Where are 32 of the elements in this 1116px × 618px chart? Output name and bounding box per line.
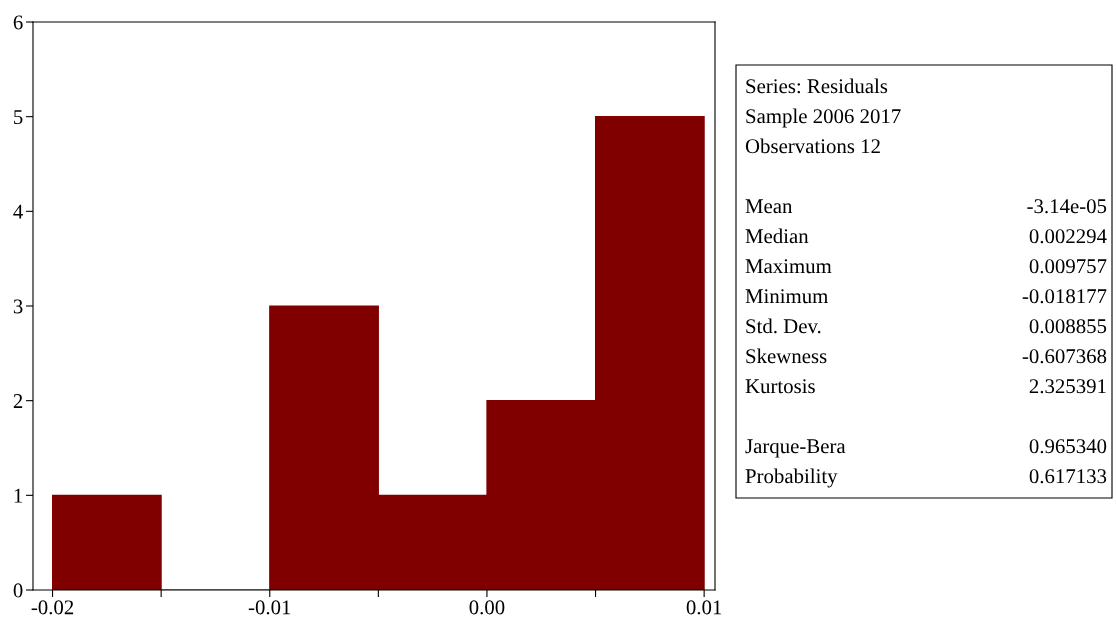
x-tick-label: 0.00 [469, 600, 505, 615]
text: 0.002294 [1029, 229, 1107, 244]
text: -0.018177 [1022, 289, 1107, 304]
text: Median [745, 228, 809, 244]
text: 0.009757 [1029, 259, 1107, 274]
text: Probability [745, 468, 838, 488]
text: Mean [745, 199, 793, 214]
text: -0.607368 [1022, 349, 1107, 364]
text: Sample 2006 2017 [746, 108, 901, 128]
y-tick-label: 2 [13, 394, 23, 408]
x-tick-label: 0.01 [686, 600, 722, 615]
text: Skewness [746, 348, 827, 364]
y-tick-label: 4 [13, 204, 23, 219]
text: Maximum [745, 259, 832, 274]
x-tick-label: -0.01 [248, 600, 291, 615]
text: Minimum [745, 289, 829, 304]
y-tick-label: 5 [14, 110, 23, 125]
text: Kurtosis [745, 379, 815, 394]
text: Std. Dev. [746, 318, 821, 334]
text: 2.325391 [1029, 379, 1106, 394]
text: Jarque-Bera [745, 439, 846, 458]
text: Series: Residuals [746, 78, 888, 94]
text: 0.965340 [1029, 439, 1107, 454]
y-tick-label: 6 [13, 15, 23, 30]
y-tick-label: 1 [14, 488, 23, 503]
text: 0.008855 [1029, 319, 1107, 334]
x-tick-label: -0.02 [31, 600, 74, 615]
y-tick-label: 3 [13, 299, 23, 314]
text: -3.14e-05 [1027, 199, 1107, 214]
text: 0.617133 [1029, 469, 1107, 484]
text: Observations 12 [745, 138, 880, 154]
y-tick-label: 0 [13, 583, 23, 598]
